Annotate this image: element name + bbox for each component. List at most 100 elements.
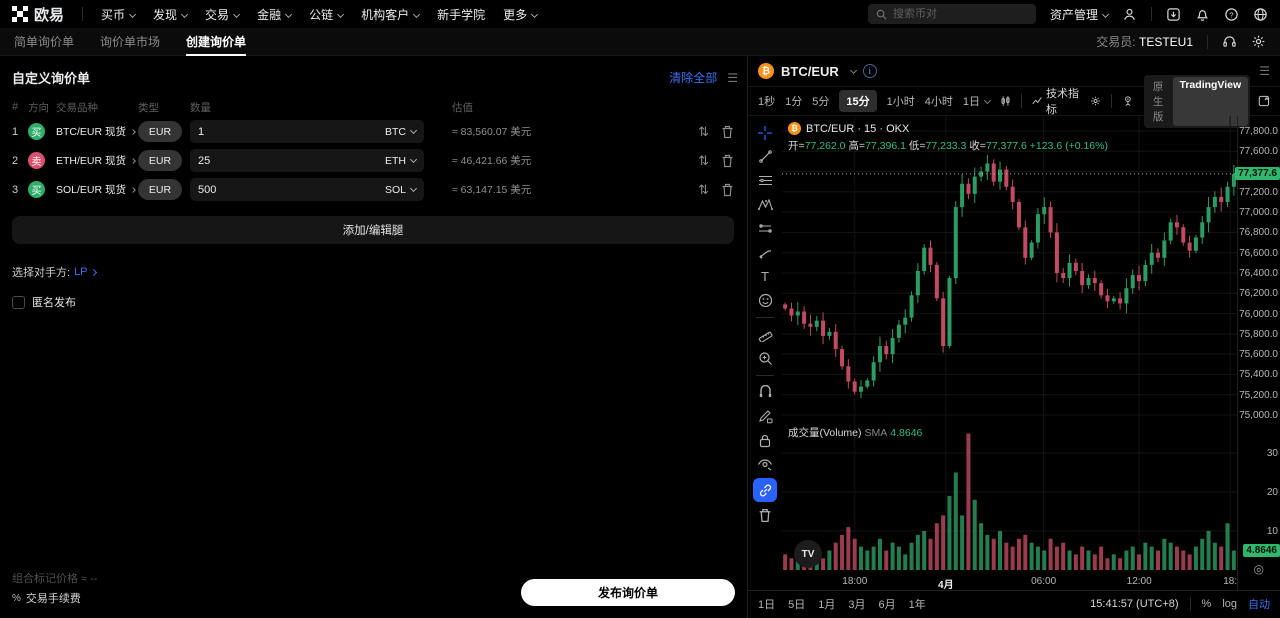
unit-select[interactable]: BTC xyxy=(385,126,418,138)
mark-price-text: 组合标记价格 ≈ -- xyxy=(12,573,98,585)
nav-item-buy[interactable]: 买币 xyxy=(101,6,137,23)
price-axis-label: 76,000.0 xyxy=(1239,308,1278,320)
add-edit-leg-button[interactable]: 添加/编辑腿 xyxy=(12,216,734,244)
screenshot-camera-icon[interactable] xyxy=(1122,94,1134,108)
chart-settings-gear-icon[interactable] xyxy=(1090,94,1101,108)
currency-pill[interactable]: EUR xyxy=(138,179,182,200)
info-icon[interactable]: i xyxy=(862,64,877,78)
amount-input[interactable] xyxy=(198,154,385,167)
unit-select[interactable]: ETH xyxy=(385,155,418,167)
symbol-selector[interactable]: BTC/EUR xyxy=(781,63,839,79)
pair-selector[interactable]: BTC/EUR 现货 xyxy=(56,124,138,139)
timeframe-1h[interactable]: 1小时 xyxy=(886,96,915,108)
delete-leg-icon[interactable] xyxy=(721,154,734,168)
panel-resize-handle-icon[interactable]: ☰ xyxy=(1259,64,1270,78)
delete-leg-icon[interactable] xyxy=(721,125,734,139)
timeframe-15m[interactable]: 15分 xyxy=(839,90,877,112)
indicators-button[interactable]: 技术指标 xyxy=(1032,85,1080,117)
sync-link-tool-icon[interactable] xyxy=(753,478,777,502)
price-axis[interactable]: 77,800.077,600.077,400.077,200.077,000.0… xyxy=(1235,116,1280,590)
tab-simple-rfq[interactable]: 简单询价单 xyxy=(14,34,75,49)
language-globe-icon[interactable] xyxy=(1253,7,1268,22)
text-tool-icon[interactable]: T xyxy=(761,269,769,284)
range-3mo[interactable]: 3月 xyxy=(848,599,866,611)
fullscreen-icon[interactable] xyxy=(1258,94,1270,108)
search-box[interactable] xyxy=(867,4,1036,24)
timeframe-4h[interactable]: 4小时 xyxy=(924,96,953,108)
settings-gear-icon[interactable] xyxy=(1251,34,1266,49)
support-icon[interactable] xyxy=(1222,35,1237,49)
timeframe-1s[interactable]: 1秒 xyxy=(758,96,776,108)
percent-scale-toggle[interactable]: % xyxy=(1201,598,1212,610)
range-6mo[interactable]: 6月 xyxy=(878,599,896,611)
currency-pill[interactable]: EUR xyxy=(138,150,182,171)
auto-scale-toggle[interactable]: 自动 xyxy=(1248,599,1270,611)
projection-tool-icon[interactable] xyxy=(753,218,777,239)
brush-tool-icon[interactable] xyxy=(753,242,777,263)
unit-select[interactable]: SOL xyxy=(385,184,418,196)
emoji-tool-icon[interactable] xyxy=(753,290,777,311)
download-app-icon[interactable] xyxy=(1166,7,1181,22)
reset-scale-icon[interactable]: ◎ xyxy=(1253,562,1264,576)
pair-selector[interactable]: SOL/EUR 现货 xyxy=(56,182,138,197)
ruler-tool-icon[interactable] xyxy=(753,324,777,345)
nav-item-finance[interactable]: 金融 xyxy=(257,6,293,23)
search-input[interactable] xyxy=(892,8,1013,20)
swap-unit-icon[interactable]: ⇅ xyxy=(698,152,709,168)
tab-rfq-market[interactable]: 询价单市场 xyxy=(100,34,161,49)
counterparty-link[interactable]: LP xyxy=(74,266,88,278)
pair-selector[interactable]: ETH/EUR 现货 xyxy=(56,153,138,168)
publish-rfq-button[interactable]: 发布询价单 xyxy=(521,579,735,606)
hide-drawings-eye-icon[interactable] xyxy=(753,454,777,475)
tradingview-version-button[interactable]: TradingView xyxy=(1172,76,1249,126)
panel-resize-handle-icon[interactable]: ☰ xyxy=(727,70,738,85)
notifications-bell-icon[interactable] xyxy=(1195,7,1210,22)
nav-item-academy[interactable]: 新手学院 xyxy=(437,7,486,22)
legs-table-header: # 方向 交易品种 类型 数量 估值 xyxy=(12,101,473,114)
okx-brand[interactable]: 欧易 xyxy=(12,4,64,25)
timeframe-1d[interactable]: 1日 xyxy=(963,93,992,109)
help-icon[interactable]: ? xyxy=(1224,7,1239,22)
trendline-tool-icon[interactable] xyxy=(753,146,777,167)
native-version-button[interactable]: 原生版 xyxy=(1152,80,1164,123)
range-1mo[interactable]: 1月 xyxy=(818,599,836,611)
amount-input[interactable] xyxy=(198,125,385,138)
chart-style-candles-icon[interactable] xyxy=(1000,94,1011,108)
asset-management-menu[interactable]: 资产管理 xyxy=(1050,6,1110,23)
divider xyxy=(1021,94,1022,108)
time-axis[interactable]: 18:00 4月 06:00 12:00 18: xyxy=(782,574,1237,591)
range-5d[interactable]: 5日 xyxy=(788,599,806,611)
delete-leg-icon[interactable] xyxy=(721,183,734,197)
lock-all-tool-icon[interactable] xyxy=(753,430,777,451)
swap-unit-icon[interactable]: ⇅ xyxy=(698,123,709,139)
nav-item-discover[interactable]: 发现 xyxy=(153,6,189,23)
anonymous-checkbox[interactable] xyxy=(12,295,25,309)
crosshair-tool-icon[interactable] xyxy=(753,122,777,143)
chart-canvas[interactable]: ₿ BTC/EUR · 15 · OKX 开=77,262.0 高=77,396… xyxy=(782,116,1237,591)
log-scale-toggle[interactable]: log xyxy=(1222,598,1237,610)
nav-item-institutional[interactable]: 机构客户 xyxy=(361,6,421,23)
clear-all-link[interactable]: 清除全部 xyxy=(669,71,718,85)
timeframe-5m[interactable]: 5分 xyxy=(812,96,830,108)
nav-item-more[interactable]: 更多 xyxy=(503,6,539,23)
draw-lock-tool-icon[interactable] xyxy=(753,406,777,427)
tab-create-rfq[interactable]: 创建询价单 xyxy=(186,28,247,56)
profile-icon[interactable] xyxy=(1122,7,1137,22)
amount-input[interactable] xyxy=(198,183,385,196)
fee-label: 交易手续费 xyxy=(25,593,81,605)
range-1y[interactable]: 1年 xyxy=(908,599,926,611)
leg-index: 1 xyxy=(12,125,19,138)
fib-lines-tool-icon[interactable] xyxy=(753,170,777,191)
nav-item-chain[interactable]: 公链 xyxy=(309,6,345,23)
swap-unit-icon[interactable]: ⇅ xyxy=(698,181,709,197)
currency-pill[interactable]: EUR xyxy=(138,121,182,142)
remove-drawings-trash-icon[interactable] xyxy=(753,505,777,526)
divider xyxy=(1189,597,1191,611)
range-1d[interactable]: 1日 xyxy=(758,599,776,611)
xabcd-pattern-tool-icon[interactable] xyxy=(753,194,777,215)
zoom-in-tool-icon[interactable] xyxy=(753,348,777,369)
timeframe-1m[interactable]: 1分 xyxy=(785,96,803,108)
nav-item-trade[interactable]: 交易 xyxy=(205,6,241,23)
magnet-tool-icon[interactable] xyxy=(753,382,777,403)
chevron-down-icon xyxy=(409,155,418,164)
